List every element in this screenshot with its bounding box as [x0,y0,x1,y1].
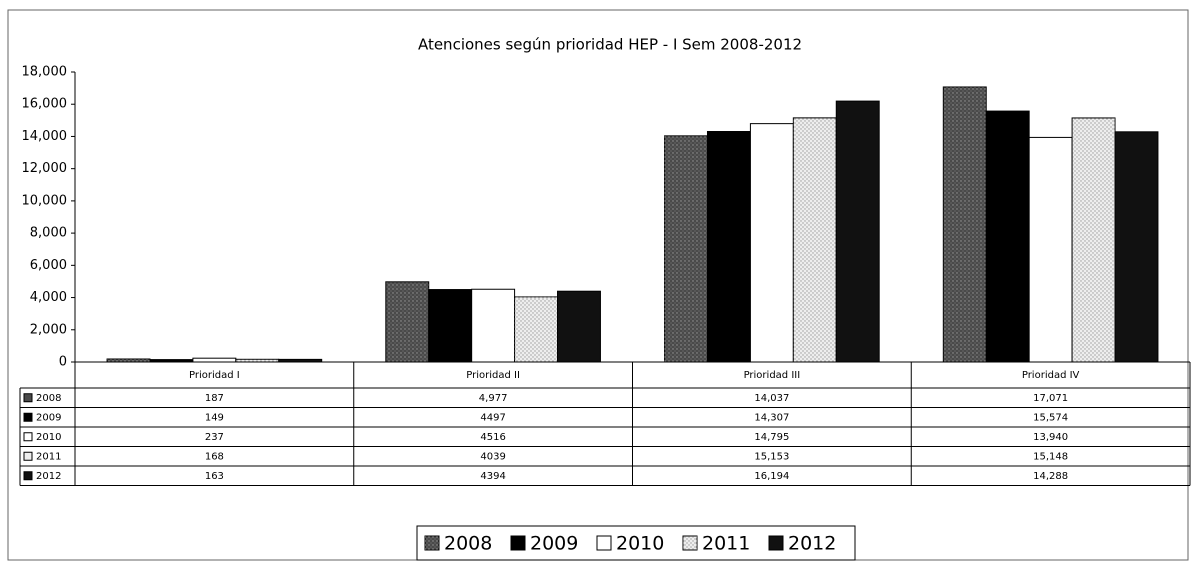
y-tick-label: 10,000 [22,193,68,208]
y-tick-label: 18,000 [22,65,68,80]
y-tick-label: 14,000 [22,129,68,144]
legend-key [596,535,612,551]
table-cell: 237 [205,432,224,443]
table-cell: 16,194 [754,471,789,482]
y-tick-label: 12,000 [22,161,68,176]
y-tick-label: 8,000 [30,226,67,241]
bar-texture [793,117,837,362]
table-cell: 15,148 [1033,451,1068,462]
legend-label: 2008 [444,533,492,555]
bar [1114,131,1159,363]
y-tick-label: 2,000 [30,322,67,337]
y-tick-label: 6,000 [30,258,67,273]
chart-title: Atenciones según prioridad HEP - I Sem 2… [418,36,802,54]
bar [706,130,751,363]
table-cell: 4039 [480,451,505,462]
y-tick-label: 16,000 [22,97,68,112]
bar-texture [664,135,708,362]
table-row-label: 2009 [36,412,61,423]
bar-texture [1072,117,1116,363]
table-legend-key [23,451,33,461]
legend-label: 2010 [616,533,664,555]
legend-label: 2011 [702,533,750,555]
legend-box [416,525,856,561]
bar [835,100,880,363]
x-tick-label: Prioridad I [189,370,240,381]
legend-label: 2009 [530,533,578,555]
bar-texture [107,358,150,362]
legend-label: 2012 [788,533,836,555]
table-cell: 163 [205,471,224,482]
bar [1028,136,1073,363]
legend-key-texture [425,536,439,550]
bar [471,288,516,363]
table-cell: 15,153 [754,451,789,462]
bar [749,123,794,363]
table-row-label: 2011 [36,451,61,462]
table-row-label: 2012 [36,471,61,482]
table-cell: 4394 [480,471,505,482]
table-cell: 17,071 [1033,393,1068,404]
table-cell: 4516 [480,432,505,443]
table-legend-key [23,393,33,403]
table-cell: 14,288 [1033,471,1068,482]
table-legend-key [23,471,33,481]
bar [192,357,237,363]
table-cell: 149 [205,412,224,423]
table-cell: 14,037 [754,393,789,404]
bar-texture [514,296,558,362]
y-tick-label: 4,000 [30,290,67,305]
table-cell: 4,977 [479,393,508,404]
table-cell: 168 [205,451,224,462]
table-legend-key [23,432,33,442]
table-legend-key [23,412,33,422]
bar-texture [235,359,279,362]
table-cell: 187 [205,393,224,404]
table-row-label: 2010 [36,432,61,443]
bar-texture [943,86,987,362]
legend-key [768,535,784,551]
table-cell: 15,574 [1033,412,1068,423]
bar [985,110,1030,363]
bar [428,289,473,363]
x-tick-label: Prioridad II [466,370,520,381]
table-cell: 14,795 [754,432,789,443]
bar-texture [385,281,429,362]
table-row-label: 2008 [36,393,61,404]
bar [557,290,601,363]
legend-key-texture [683,536,697,550]
table-cell: 14,307 [754,412,789,423]
y-tick-label: 0 [59,355,67,370]
table-cell: 4497 [480,412,505,423]
x-tick-label: Prioridad III [744,370,801,381]
legend-key [510,535,526,551]
table-cell: 13,940 [1033,432,1068,443]
x-tick-label: Prioridad IV [1022,370,1080,381]
